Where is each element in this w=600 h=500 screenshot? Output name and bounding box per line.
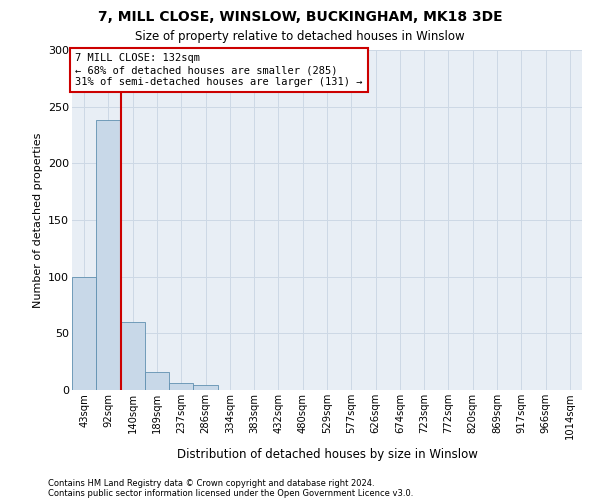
Bar (72, 276, 96, 390)
Bar (121, 322, 145, 390)
X-axis label: Distribution of detached houses by size in Winslow: Distribution of detached houses by size … (176, 448, 478, 460)
Bar (145, 372, 169, 390)
Bar (96, 120, 121, 390)
Text: 7 MILL CLOSE: 132sqm
← 68% of detached houses are smaller (285)
31% of semi-deta: 7 MILL CLOSE: 132sqm ← 68% of detached h… (75, 54, 362, 86)
Text: 7, MILL CLOSE, WINSLOW, BUCKINGHAM, MK18 3DE: 7, MILL CLOSE, WINSLOW, BUCKINGHAM, MK18… (98, 10, 502, 24)
Y-axis label: Number of detached properties: Number of detached properties (32, 132, 43, 308)
Text: Size of property relative to detached houses in Winslow: Size of property relative to detached ho… (135, 30, 465, 43)
Bar (193, 386, 218, 390)
Text: Contains HM Land Registry data © Crown copyright and database right 2024.: Contains HM Land Registry data © Crown c… (48, 478, 374, 488)
Text: Contains public sector information licensed under the Open Government Licence v3: Contains public sector information licen… (48, 488, 413, 498)
Bar (169, 383, 193, 390)
